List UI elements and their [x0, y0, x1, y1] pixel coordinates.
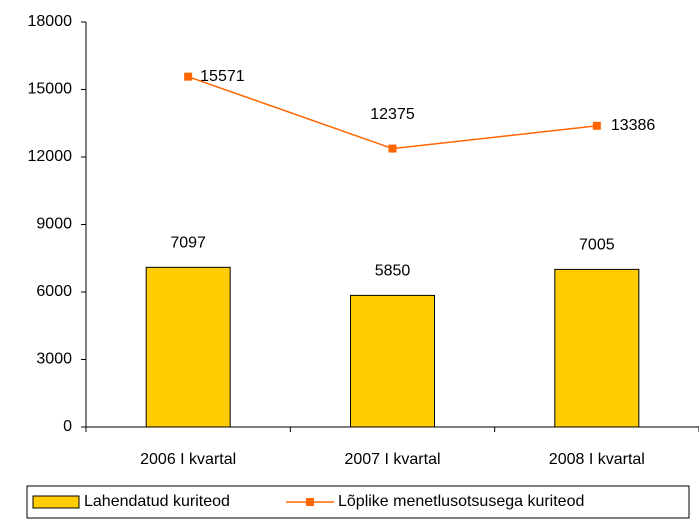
- x-tick-label: 2006 I kvartal: [140, 451, 236, 468]
- data-label: 7097: [170, 235, 206, 252]
- marker: [184, 72, 193, 81]
- data-label: 13386: [611, 117, 656, 134]
- y-tick-label: 12000: [28, 148, 73, 165]
- bar: [554, 268, 640, 428]
- bar: [145, 266, 231, 428]
- data-label: 5850: [375, 263, 411, 280]
- x-tick-label: 2008 I kvartal: [549, 451, 645, 468]
- legend-label: Lõplike menetlusotsusega kuriteod: [338, 493, 584, 510]
- legend-swatch: [32, 495, 80, 509]
- data-label: 15571: [200, 68, 245, 85]
- legend-box: [26, 485, 690, 519]
- marker: [388, 144, 397, 153]
- y-tick-label: 18000: [28, 13, 73, 30]
- x-tick-label: 2007 I kvartal: [344, 451, 440, 468]
- y-tick-label: 3000: [36, 351, 72, 368]
- legend-marker: [306, 498, 314, 506]
- y-tick-label: 0: [63, 418, 72, 435]
- bar: [350, 294, 435, 428]
- legend-label: Lahendatud kuriteod: [84, 493, 230, 510]
- data-label: 12375: [370, 106, 415, 123]
- y-tick-label: 9000: [36, 216, 72, 233]
- y-tick-label: 6000: [36, 283, 72, 300]
- data-label: 7005: [579, 237, 615, 254]
- marker: [592, 121, 601, 130]
- y-tick-label: 15000: [28, 81, 73, 98]
